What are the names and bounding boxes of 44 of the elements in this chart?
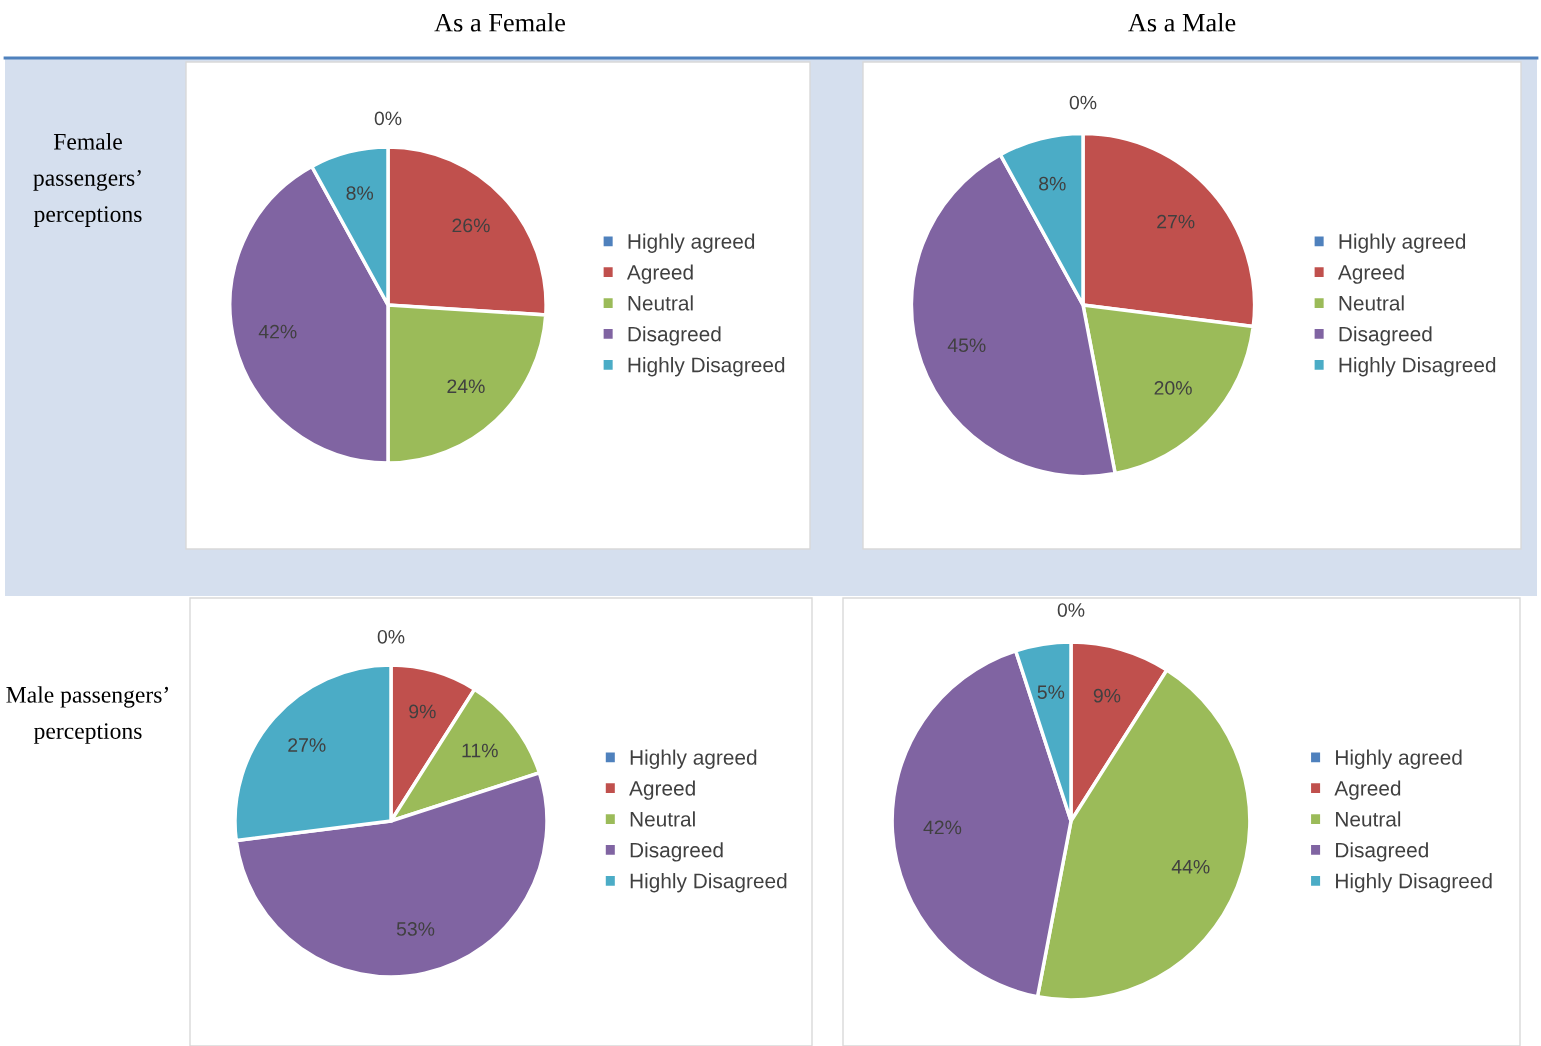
data-label: 8% [1039, 176, 1066, 191]
legend-label: Neutral [628, 295, 693, 311]
data-label: 42% [258, 324, 297, 339]
data-label: 26% [452, 218, 490, 233]
data-label: 44% [1171, 859, 1210, 874]
legend-label: Highly Disagreed [1336, 873, 1492, 893]
legend-label: Highly Disagreed [628, 357, 785, 377]
legend-label: Neutral [630, 811, 695, 827]
text: Male passengers’ perceptions [6, 686, 169, 744]
legend-label: Highly agreed [1336, 749, 1462, 769]
legend-label: Disagreed [630, 842, 723, 862]
legend-label: Disagreed [1336, 842, 1428, 862]
text: 0% [377, 629, 405, 644]
data-label: 53% [396, 922, 435, 936]
data-label: 20% [1154, 381, 1192, 395]
legend-label: Disagreed [628, 326, 721, 346]
data-label: 8% [346, 186, 374, 200]
legend-label: Neutral [1336, 811, 1401, 827]
legend-label: Highly agreed [630, 749, 757, 769]
chart-title: As a Female [434, 13, 566, 32]
legend-label: Agreed [629, 780, 695, 800]
data-label: 5% [1037, 685, 1065, 700]
text: 0% [374, 111, 402, 126]
data-label: 27% [288, 738, 326, 752]
legend-label: Highly agreed [1339, 233, 1466, 253]
data-label: 11% [462, 743, 498, 758]
legend-label: Agreed [1337, 264, 1404, 284]
legend-label: Highly agreed [628, 233, 755, 253]
legend-label: Highly Disagreed [630, 873, 787, 893]
data-label: 42% [923, 820, 962, 835]
legend-label: Neutral [1339, 295, 1404, 311]
legend-label: Agreed [1334, 780, 1401, 800]
legend-label: Disagreed [1339, 326, 1432, 346]
legend-label: Agreed [626, 264, 693, 284]
data-label: 9% [1093, 688, 1121, 703]
chart-title: As a Male [1128, 13, 1236, 32]
data-label: 27% [1157, 214, 1195, 229]
data-label: 45% [947, 338, 986, 353]
text: Female passengers’ perceptions [33, 133, 142, 227]
data-label: 9% [409, 704, 436, 719]
text: 0% [1057, 603, 1085, 617]
legend-label: Highly Disagreed [1339, 357, 1496, 377]
text: 0% [1069, 95, 1097, 110]
data-label: 24% [447, 379, 485, 394]
